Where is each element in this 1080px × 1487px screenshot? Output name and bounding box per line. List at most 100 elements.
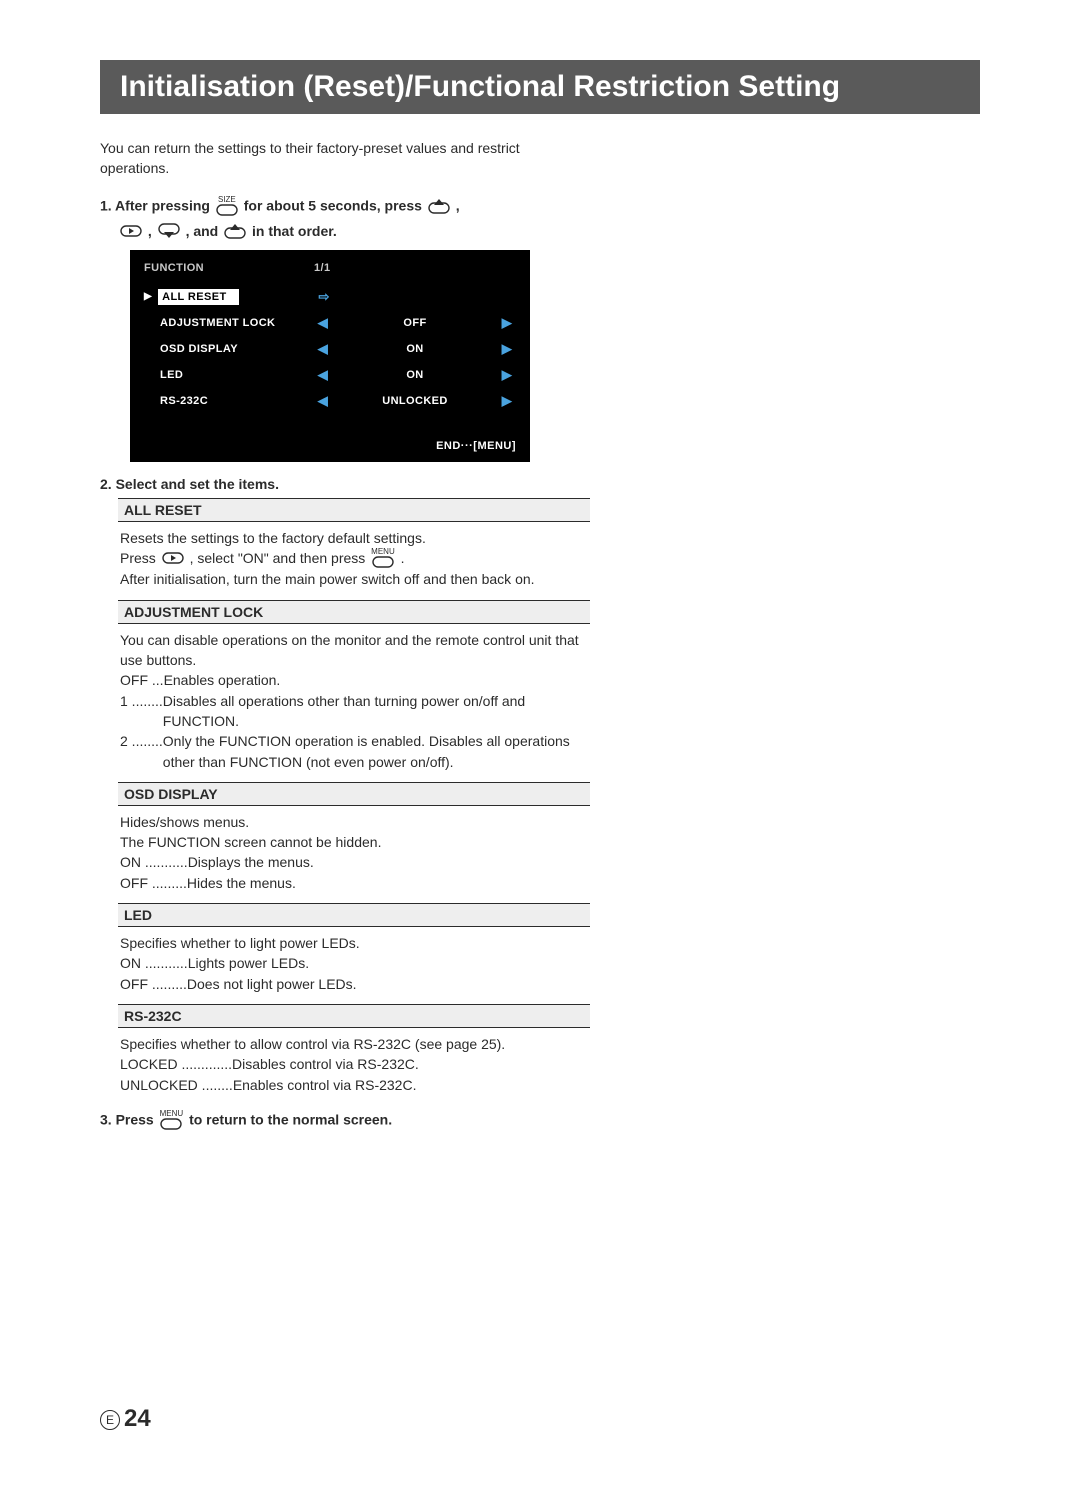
option-key: 1 ........ xyxy=(120,691,163,732)
right-arrow-icon: ▶ xyxy=(498,315,516,331)
step-2-heading: 2. Select and set the items. xyxy=(100,476,590,492)
section-body: Specifies whether to light power LEDs.ON… xyxy=(118,927,590,1004)
menu-value-cell: ◀ON▶ xyxy=(314,341,516,357)
section-body: Specifies whether to allow control via R… xyxy=(118,1028,590,1105)
option-text: Disables control via RS-232C. xyxy=(232,1054,419,1074)
step-1: 1. After pressing SIZE for about 5 secon… xyxy=(100,197,590,217)
intro-text: You can return the settings to their fac… xyxy=(100,138,590,179)
section-heading: ADJUSTMENT LOCK xyxy=(118,600,590,624)
section-text: Press , select "ON" and then press MENU … xyxy=(120,548,588,569)
option-row: OFF ...Enables operation. xyxy=(120,670,588,690)
menu-value-cell: ◀ON▶ xyxy=(314,367,516,383)
menu-row-label-cell: LED xyxy=(144,369,314,381)
right-arrow-icon: ▶ xyxy=(498,341,516,357)
menu-footer: END···[MENU] xyxy=(144,440,516,452)
section-text: The FUNCTION screen cannot be hidden. xyxy=(120,832,588,852)
option-text: Disables all operations other than turni… xyxy=(163,691,588,732)
option-text: Displays the menus. xyxy=(188,852,314,872)
right-arrow-icon: ▶ xyxy=(498,393,516,409)
menu-value-cell: ◀OFF▶ xyxy=(314,315,516,331)
option-text: Enables operation. xyxy=(164,670,281,690)
section-text: You can disable operations on the monito… xyxy=(120,630,588,671)
menu-value: ON xyxy=(332,369,498,381)
left-arrow-icon: ◀ xyxy=(314,393,332,409)
page-number-value: 24 xyxy=(124,1405,151,1432)
menu-row-label: ADJUSTMENT LOCK xyxy=(160,317,275,329)
size-button-label: SIZE xyxy=(218,196,236,204)
option-key: 2 ........ xyxy=(120,731,163,772)
page-title: Initialisation (Reset)/Functional Restri… xyxy=(100,60,980,114)
right-button-icon xyxy=(162,552,184,564)
option-row: 2 ........Only the FUNCTION operation is… xyxy=(120,731,588,772)
option-row: ON ...........Displays the menus. xyxy=(120,852,588,872)
option-key: OFF ......... xyxy=(120,873,187,893)
option-key: OFF ... xyxy=(120,670,164,690)
menu-value-cell: ⇨ xyxy=(314,289,516,305)
menu-row: ADJUSTMENT LOCK ◀OFF▶ xyxy=(144,310,516,336)
section-heading: OSD DISPLAY xyxy=(118,782,590,806)
section-body: You can disable operations on the monito… xyxy=(118,624,590,782)
menu-row-label-cell: RS-232C xyxy=(144,395,314,407)
up-button-icon-2 xyxy=(224,223,246,239)
menu-row-label: OSD DISPLAY xyxy=(160,343,238,355)
left-arrow-icon: ◀ xyxy=(314,315,332,331)
step3-prefix: 3. Press xyxy=(100,1112,158,1128)
step3-suffix: to return to the normal screen. xyxy=(189,1112,392,1128)
section-text: Resets the settings to the factory defau… xyxy=(120,528,588,548)
left-arrow-icon: ◀ xyxy=(314,367,332,383)
section-text: Hides/shows menus. xyxy=(120,812,588,832)
menu-row-label-cell: ADJUSTMENT LOCK xyxy=(144,317,314,329)
right-button-icon xyxy=(120,225,142,237)
down-button-icon xyxy=(158,223,180,239)
enter-arrow-icon: ⇨ xyxy=(314,289,332,305)
menu-value: UNLOCKED xyxy=(332,395,498,407)
menu-header-title: FUNCTION xyxy=(144,262,314,274)
right-arrow-icon: ▶ xyxy=(498,367,516,383)
option-key: UNLOCKED ........ xyxy=(120,1075,233,1095)
step1-prefix: 1. After pressing xyxy=(100,197,214,213)
option-text: Lights power LEDs. xyxy=(188,953,309,973)
section-heading: ALL RESET xyxy=(118,498,590,522)
section-heading: LED xyxy=(118,903,590,927)
menu-row-label: ALL RESET xyxy=(158,289,239,305)
step-1-line2: , , and in that order. xyxy=(100,223,590,240)
option-row: OFF .........Hides the menus. xyxy=(120,873,588,893)
step-3: 3. Press MENU to return to the normal sc… xyxy=(100,1111,590,1131)
section-text: Specifies whether to allow control via R… xyxy=(120,1034,588,1054)
menu-value-cell: ◀UNLOCKED▶ xyxy=(314,393,516,409)
menu-row: OSD DISPLAY ◀ON▶ xyxy=(144,336,516,362)
left-arrow-icon: ◀ xyxy=(314,341,332,357)
menu-value: OFF xyxy=(332,317,498,329)
menu-row: ▶ ALL RESET ⇨ xyxy=(144,284,516,310)
section-body: Hides/shows menus.The FUNCTION screen ca… xyxy=(118,806,590,903)
menu-header-page: 1/1 xyxy=(314,262,331,274)
section-heading: RS-232C xyxy=(118,1004,590,1028)
page-number-prefix: E xyxy=(100,1410,120,1430)
menu-row-label-cell: ▶ ALL RESET xyxy=(144,289,314,305)
option-key: ON ........... xyxy=(120,852,188,872)
option-row: 1 ........Disables all operations other … xyxy=(120,691,588,732)
section-text: Specifies whether to light power LEDs. xyxy=(120,933,588,953)
up-button-icon xyxy=(428,198,450,214)
menu-row-label-cell: OSD DISPLAY xyxy=(144,343,314,355)
page-number: E24 xyxy=(100,1405,151,1433)
menu-button-icon: MENU xyxy=(371,548,395,568)
menu-row-label: LED xyxy=(160,369,183,381)
option-row: ON ...........Lights power LEDs. xyxy=(120,953,588,973)
menu-row: RS-232C◀UNLOCKED▶ xyxy=(144,388,516,414)
step1-mid4: , and xyxy=(186,223,223,239)
option-key: LOCKED ............. xyxy=(120,1054,232,1074)
option-text: Does not light power LEDs. xyxy=(187,974,357,994)
menu-value: ON xyxy=(332,343,498,355)
option-row: OFF .........Does not light power LEDs. xyxy=(120,974,588,994)
option-row: LOCKED .............Disables control via… xyxy=(120,1054,588,1074)
menu-header: FUNCTION 1/1 xyxy=(144,262,516,274)
option-row: UNLOCKED ........Enables control via RS-… xyxy=(120,1075,588,1095)
menu-button-icon: MENU xyxy=(160,1110,184,1130)
size-button-icon: SIZE xyxy=(216,196,238,216)
step1-mid1: for about 5 seconds, press xyxy=(244,197,426,213)
menu-cursor-icon: ▶ xyxy=(144,291,152,302)
step1-suffix: in that order. xyxy=(252,223,337,239)
menu-button-label: MENU xyxy=(160,1110,184,1118)
section-body: Resets the settings to the factory defau… xyxy=(118,522,590,600)
